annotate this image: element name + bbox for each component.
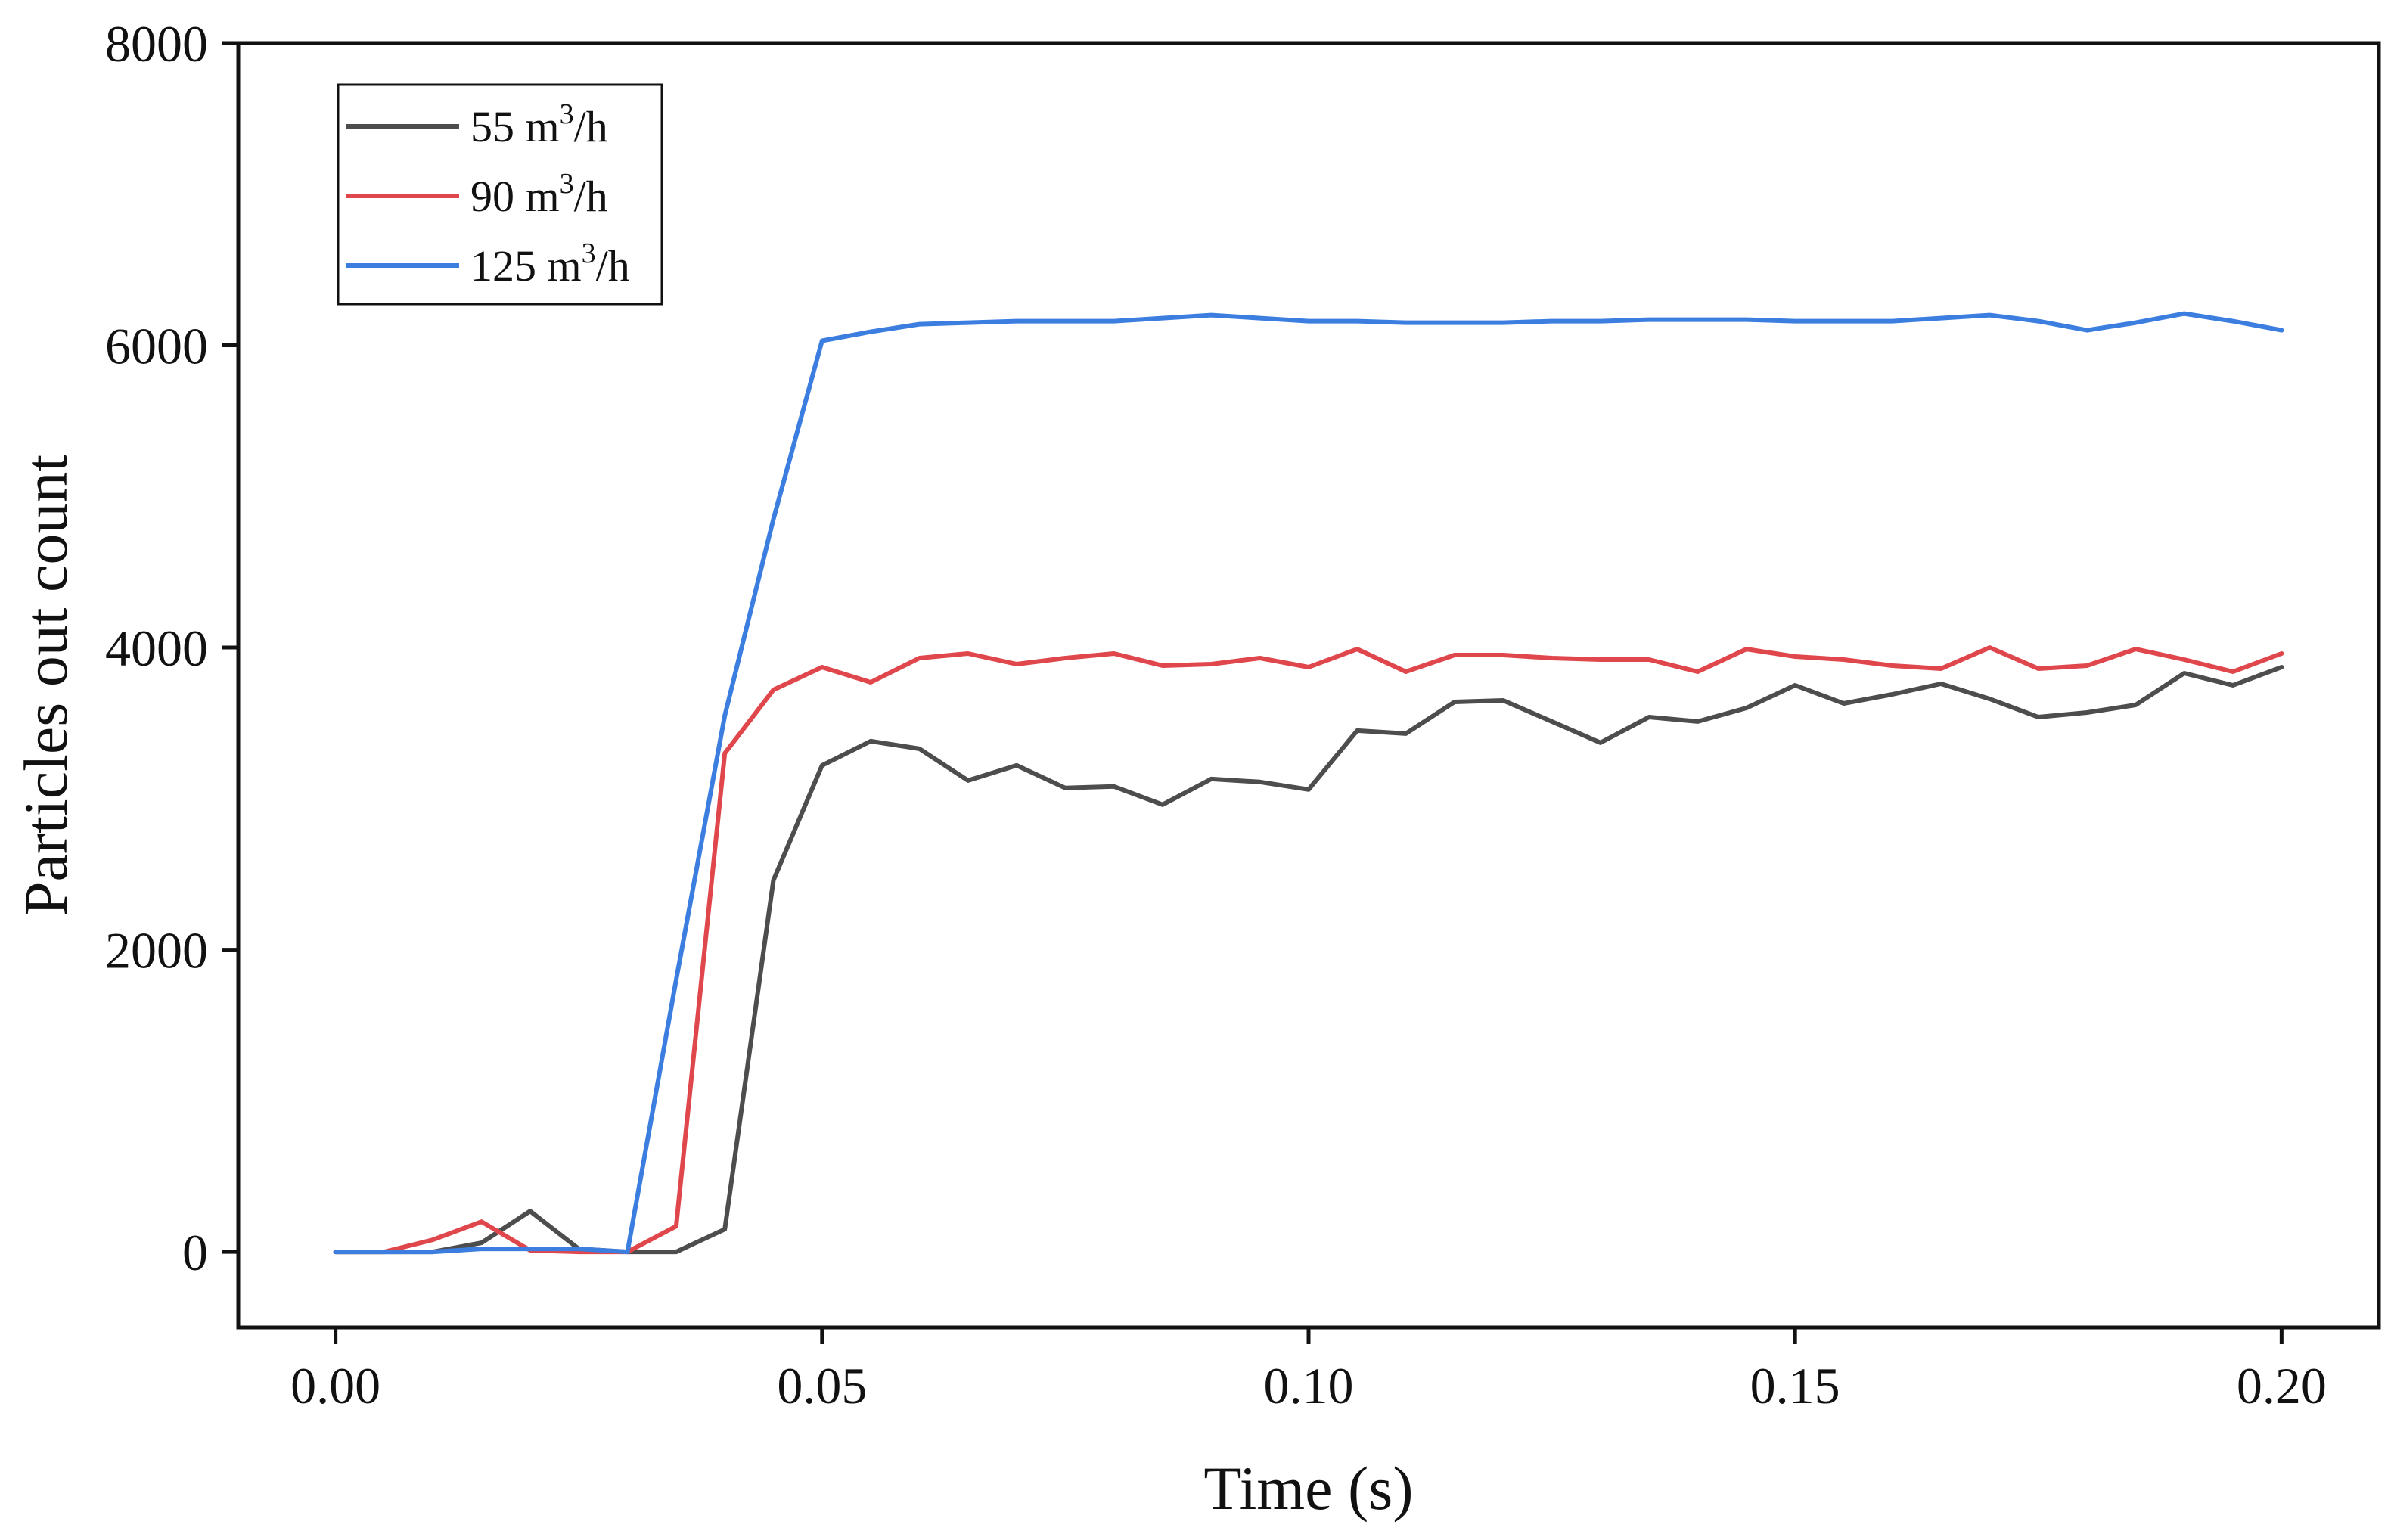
x-tick-label: 0.15 [1750,1357,1840,1414]
x-tick-label: 0.20 [2237,1357,2327,1414]
y-axis-title: Particles out count [11,455,80,917]
legend-label-2: 90 m3/h [470,168,608,221]
legend-label-3: 125 m3/h [470,238,630,290]
x-tick-label: 0.05 [777,1357,867,1414]
series-line-3 [333,311,2284,1255]
series-line-2 [333,645,2284,1255]
legend-label-1: 55 m3/h [470,98,608,151]
ticks-layer: 0.00 0.05 0.10 0.15 0.20 0 2000 4000 6000 8000 [105,15,2327,1414]
y-tick-label: 6000 [105,318,208,375]
y-tick-label: 2000 [105,922,208,980]
y-tick-label: 8000 [105,15,208,73]
x-axis-title: Time (s) [1203,1454,1413,1523]
series-layer [333,311,2284,1255]
y-tick-label: 4000 [105,619,208,677]
legend: 55 m3/h 90 m3/h 125 m3/h [337,83,663,306]
series-line-1 [333,665,2284,1255]
x-tick-label: 0.00 [290,1357,380,1414]
y-tick-label: 0 [182,1224,208,1281]
x-tick-label: 0.10 [1264,1357,1354,1414]
